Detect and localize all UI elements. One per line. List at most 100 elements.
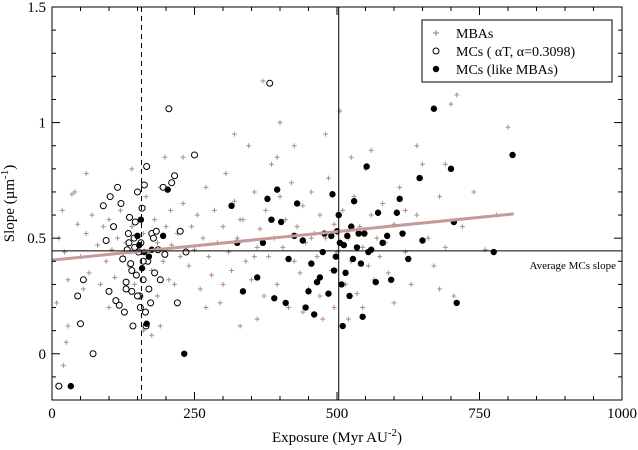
mc-open-point: [131, 218, 139, 226]
x-axis-title-end: ): [397, 430, 402, 446]
mba-point: [414, 212, 420, 218]
mba-point: [288, 180, 294, 186]
mc-filled-point: [349, 255, 357, 263]
legend: MBAs MCs ( αT, α=0.3098) MCs (like MBAs): [421, 19, 613, 83]
mc-filled-point: [164, 186, 171, 193]
mba-point: [317, 212, 323, 218]
mc-open-point: [102, 236, 110, 244]
mc-filled-point: [346, 292, 353, 300]
mba-point: [157, 323, 163, 329]
mc-filled-point: [138, 265, 146, 272]
legend-label: MCs (like MBAs): [456, 63, 558, 78]
mba-point: [391, 300, 397, 306]
mc-filled-point: [405, 255, 412, 263]
mc-filled-point: [239, 288, 247, 295]
mba-point: [97, 281, 103, 287]
mba-point: [62, 249, 68, 255]
mba-point: [325, 175, 331, 181]
mc-open-point: [128, 267, 136, 275]
mba-point: [402, 249, 408, 255]
mba-point: [220, 224, 226, 230]
mba-point: [180, 154, 186, 160]
mc-filled-point: [143, 320, 150, 327]
mba-point: [308, 235, 314, 241]
mc-filled-point: [159, 232, 167, 240]
mba-point: [109, 247, 115, 253]
mc-open-point: [122, 278, 130, 286]
mba-point: [280, 244, 286, 250]
mba-point: [220, 281, 226, 287]
mc-open-point: [176, 227, 184, 235]
mc-filled-point: [268, 216, 275, 223]
mba-point: [251, 189, 257, 195]
mba-point: [257, 226, 263, 232]
mba-point: [437, 286, 443, 292]
mc-filled-point: [453, 299, 460, 307]
mba-point: [251, 254, 257, 260]
mc-filled-point: [374, 209, 382, 216]
mba-point: [254, 244, 260, 250]
mc-open-point: [147, 299, 155, 307]
mba-point: [294, 224, 300, 230]
mc-filled-point: [447, 165, 455, 173]
mba-point: [80, 286, 86, 292]
y-tick-label: 0.5: [27, 231, 46, 247]
mc-filled-point: [302, 304, 309, 311]
mc-filled-point: [332, 253, 340, 260]
mc-open-point: [138, 204, 146, 212]
mba-point: [360, 305, 366, 311]
mc-filled-point: [330, 267, 338, 274]
mc-open-point: [120, 308, 128, 316]
mc-filled-point: [264, 195, 271, 203]
mc-filled-point: [399, 230, 406, 237]
mba-point: [180, 201, 186, 206]
mba-point: [337, 108, 343, 114]
mba-point: [162, 154, 168, 160]
mba-point: [300, 309, 306, 315]
mba-point: [63, 339, 69, 345]
mba-point: [286, 305, 292, 311]
mba-point: [471, 189, 477, 195]
mba-point: [154, 293, 160, 299]
x-tick-label: 0: [48, 406, 56, 422]
mc-open-point: [112, 297, 120, 305]
mc-filled-point: [379, 239, 386, 246]
mba-point: [408, 281, 414, 287]
mba-point: [297, 270, 303, 276]
mc-open-point: [141, 308, 149, 316]
mc-filled-point: [311, 311, 318, 318]
mc-filled-point: [136, 241, 143, 249]
mba-point: [451, 293, 457, 299]
mc-filled-point: [254, 274, 261, 281]
mba-point: [194, 212, 200, 218]
mc-filled-point: [313, 278, 321, 286]
mba-point: [249, 277, 254, 283]
mba-point: [354, 291, 360, 297]
mba-point: [83, 231, 89, 237]
mc-filled-point: [396, 195, 403, 203]
mba-point: [89, 212, 95, 218]
mc-filled-point: [344, 232, 351, 240]
mc-filled-point: [329, 191, 336, 198]
mba-point: [149, 332, 155, 338]
mc-filled-point: [350, 197, 358, 205]
mc-filled-point: [363, 163, 370, 170]
mc-open-point: [79, 276, 87, 284]
y-tick-label: 1.5: [27, 0, 46, 16]
mc-filled-point: [357, 260, 365, 267]
mc-open-point: [191, 151, 198, 159]
mc-filled-point: [490, 248, 497, 256]
trend-line: [51, 212, 514, 262]
series-layer: [54, 78, 516, 390]
mc-open-point: [134, 188, 141, 196]
mba-point: [380, 201, 386, 206]
mc-open-point: [117, 200, 125, 207]
mc-open-point: [106, 193, 114, 201]
mba-point: [223, 170, 229, 176]
mc-filled-point: [342, 269, 349, 277]
mc-open-point: [140, 181, 148, 189]
legend-label: MBAs: [456, 27, 493, 42]
mc-open-point: [77, 320, 84, 328]
mba-point: [368, 212, 374, 218]
